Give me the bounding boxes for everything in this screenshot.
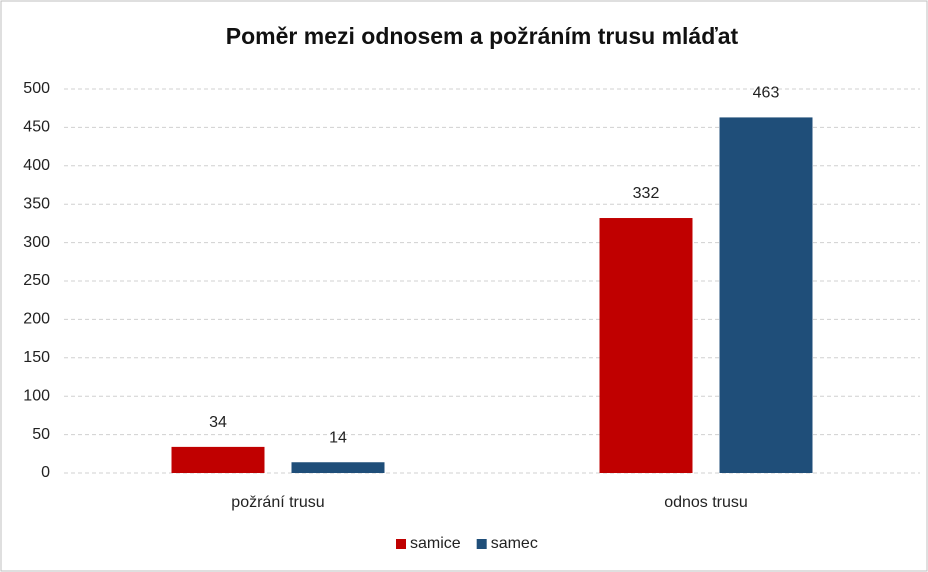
- data-label: 34: [209, 414, 227, 431]
- y-tick-label: 500: [23, 80, 50, 97]
- legend-label: samec: [491, 535, 538, 552]
- bar: [719, 117, 813, 473]
- bar: [599, 218, 693, 473]
- x-tick-label: požrání trusu: [231, 494, 324, 511]
- data-label: 332: [633, 185, 660, 202]
- y-tick-label: 50: [32, 426, 50, 443]
- y-tick-label: 300: [23, 234, 50, 251]
- y-tick-label: 400: [23, 157, 50, 174]
- bar: [171, 446, 265, 473]
- y-tick-label: 350: [23, 195, 50, 212]
- y-tick-label: 150: [23, 349, 50, 366]
- legend-label: samice: [410, 535, 461, 552]
- bar: [291, 462, 385, 473]
- y-tick-label: 200: [23, 311, 50, 328]
- legend-swatch: [476, 539, 487, 549]
- data-label: 14: [329, 429, 347, 446]
- y-tick-label: 100: [23, 387, 50, 404]
- y-tick-label: 250: [23, 272, 50, 289]
- data-label: 463: [753, 85, 780, 102]
- chart-title: Poměr mezi odnosem a požráním trusu mláď…: [226, 23, 739, 49]
- x-tick-label: odnos trusu: [664, 494, 748, 511]
- y-tick-label: 0: [41, 464, 50, 481]
- y-tick-label: 450: [23, 119, 50, 136]
- legend-swatch: [396, 539, 406, 549]
